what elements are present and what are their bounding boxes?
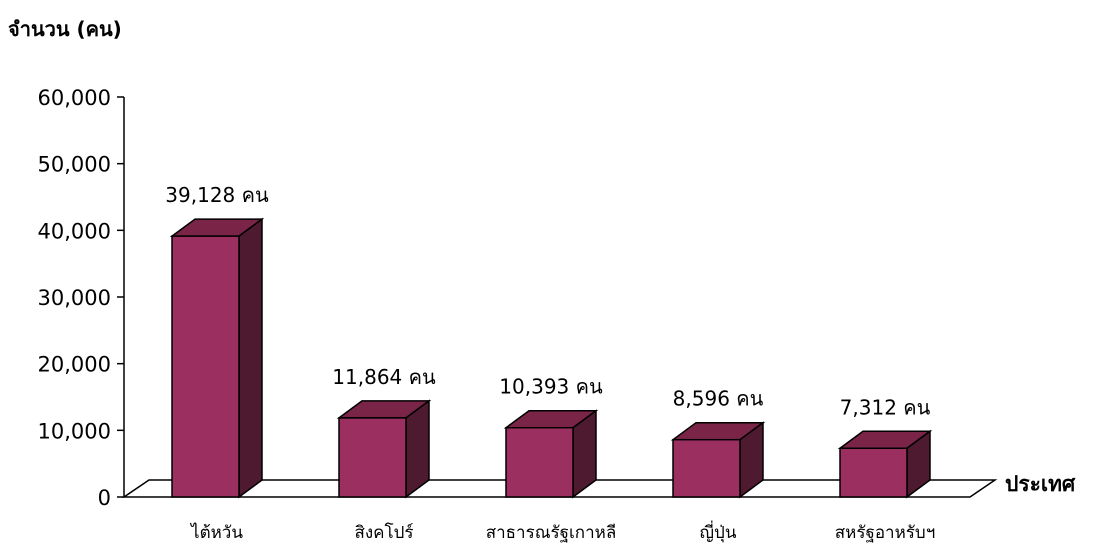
- x-tick-label: ไต้หวัน: [189, 522, 243, 543]
- y-tick-label: 10,000: [38, 419, 111, 443]
- x-tick-label: สิงคโปร์: [354, 522, 413, 543]
- y-tick-label: 60,000: [38, 86, 111, 110]
- data-label: 11,864 คน: [332, 365, 436, 389]
- bar: 39,128 คน: [165, 183, 269, 499]
- bar-front-face: [338, 417, 407, 498]
- data-label: 8,596 คน: [673, 387, 764, 411]
- bar: 7,312 คน: [837, 395, 933, 499]
- y-tick-label: 40,000: [38, 219, 111, 243]
- bar-front-face: [839, 447, 908, 498]
- bar-side-face: [238, 217, 263, 499]
- bar-front-face: [505, 426, 574, 498]
- data-label: 39,128 คน: [165, 183, 269, 207]
- y-tick-label: 50,000: [38, 153, 111, 177]
- y-tick-label: 0: [98, 486, 111, 510]
- bar: 8,596 คน: [670, 387, 766, 499]
- x-tick-label: ญี่ปุ่น: [700, 520, 737, 543]
- y-axis-title: จำนวน (คน): [8, 17, 122, 41]
- bar: 11,864 คน: [332, 365, 436, 499]
- x-tick-label: สหรัฐอาหรับฯ: [835, 523, 936, 543]
- x-axis-title: ประเทศ: [1005, 472, 1076, 496]
- x-tick-label: สาธารณรัฐเกาหลี: [486, 523, 617, 543]
- data-label: 7,312 คน: [840, 395, 931, 419]
- bar-front-face: [672, 438, 741, 498]
- y-tick-label: 30,000: [38, 286, 111, 310]
- bar-side-face: [405, 399, 430, 499]
- data-label: 10,393 คน: [499, 375, 603, 399]
- bar: 10,393 คน: [499, 375, 603, 499]
- bar-front-face: [171, 235, 240, 498]
- y-tick-label: 20,000: [38, 353, 111, 377]
